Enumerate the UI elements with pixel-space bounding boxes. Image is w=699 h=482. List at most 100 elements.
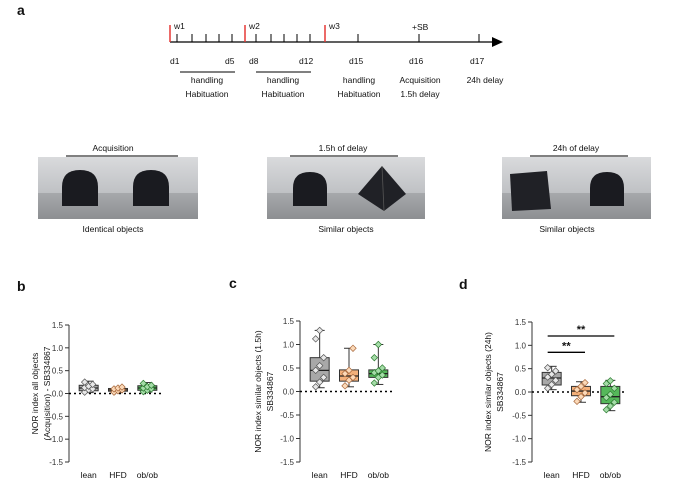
y-tick-label: -0.5: [49, 412, 63, 421]
data-point: [341, 382, 349, 390]
chart-d: 1.5 1.0 0.5 0.0 -0.5 -1.0 -1.5 NOR index simila…: [483, 318, 625, 480]
d17-label: 24h delay: [467, 75, 505, 85]
y-tick-label: 1.0: [283, 341, 295, 350]
dome-object: [62, 170, 98, 206]
data-point: [606, 402, 615, 410]
day-label-d12: d12: [299, 56, 313, 66]
y-tick-label: -1.0: [49, 435, 63, 444]
data-point: [581, 389, 589, 397]
data-point: [80, 378, 89, 386]
phase-3-bottom: Habituation: [337, 89, 380, 99]
timeline-arrowhead: [492, 37, 503, 47]
day-ticks: [176, 34, 480, 42]
phase-2-bottom: Habituation: [261, 89, 304, 99]
data-point: [349, 373, 357, 382]
y-tick-label: 1.5: [283, 317, 295, 326]
day-label-d1: d1: [170, 56, 180, 66]
phase-1-bottom: Habituation: [185, 89, 228, 99]
data-point: [551, 376, 560, 385]
x-category-label: HFD: [340, 470, 357, 480]
data-point: [341, 369, 349, 378]
photo-3: [502, 157, 651, 219]
data-point: [370, 379, 379, 387]
data-point: [547, 380, 556, 389]
x-category-label: ob/ob: [368, 470, 390, 480]
data-point: [606, 390, 615, 399]
phase-3-top: handling: [343, 75, 375, 85]
data-point: [315, 326, 324, 335]
x-category-label: lean: [312, 470, 328, 480]
significance-label: **: [562, 340, 571, 352]
data-point: [311, 366, 320, 375]
dome-object: [133, 170, 169, 206]
photo-2-caption: Similar objects: [318, 224, 373, 234]
photo-2-title: 1.5h of delay: [319, 143, 368, 153]
data-point: [319, 373, 328, 382]
data-point: [147, 381, 156, 389]
y-axis-label-line2: (Acquisition) - SB334867: [42, 346, 52, 440]
data-point: [139, 379, 148, 388]
dome-object: [590, 172, 624, 206]
data-point: [315, 361, 324, 370]
photo-1-title: Acquisition: [92, 143, 133, 153]
photo-2-wall: [267, 157, 425, 193]
data-point: [378, 371, 387, 379]
photo-3-caption: Similar objects: [539, 224, 594, 234]
panel-d-label: d: [459, 276, 468, 292]
data-point: [602, 393, 611, 402]
week-label-w1: w1: [173, 21, 185, 31]
chart-b: 1.5 1.0 0.5 0.0 -0.5 -1.0 -1.5 NOR index all ob…: [30, 321, 162, 480]
y-axis-label-line2: SB334867: [265, 371, 275, 411]
x-category-label: HFD: [109, 470, 126, 480]
y-tick-label: -1.0: [512, 435, 526, 444]
panel-b-label: b: [17, 278, 26, 294]
y-tick-label: -1.5: [49, 458, 63, 467]
data-point: [88, 380, 97, 389]
y-tick-label: 1.0: [52, 344, 64, 353]
photo-1-caption: Identical objects: [83, 224, 144, 234]
x-category-label: HFD: [572, 470, 589, 480]
phase-1-top: handling: [191, 75, 223, 85]
y-axis-label: NOR index all objects: [30, 353, 40, 435]
y-axis-label-line2: SB334867: [495, 372, 505, 412]
data-point: [573, 397, 581, 406]
phase-2-top: handling: [267, 75, 299, 85]
significance-label: **: [577, 324, 586, 336]
data-point: [606, 377, 615, 385]
y-tick-label: 0.5: [515, 365, 527, 374]
y-tick-label: -0.5: [512, 411, 526, 420]
chart-c: 1.5 1.0 0.5 0.0 -0.5 -1.0 -1.5 NOR index simila…: [253, 317, 393, 480]
x-category-label: lean: [544, 470, 560, 480]
y-tick-label: -1.0: [280, 435, 294, 444]
y-tick-label: 0.0: [515, 388, 527, 397]
day-label-d16: d16: [409, 56, 423, 66]
y-tick-label: 0.5: [283, 364, 295, 373]
photo-1: [38, 157, 198, 219]
day-label-d15: d15: [349, 56, 363, 66]
data-point: [573, 385, 581, 394]
y-axis-label: NOR index similar objects (24h): [483, 332, 493, 452]
y-tick-label: 0.0: [283, 388, 295, 397]
timeline: w1 w2 w3 +SB d1 d5 d8 d12 d15 d16 d17: [169, 21, 505, 99]
data-point: [374, 340, 383, 349]
data-point: [610, 384, 619, 392]
x-category-label: lean: [81, 470, 97, 480]
data-point: [319, 353, 328, 362]
y-axis-label: NOR index similar objects (1.5h): [253, 330, 263, 453]
x-category-label: ob/ob: [600, 470, 622, 480]
y-tick-label: 0.0: [52, 390, 64, 399]
y-tick-label: 0.5: [52, 367, 64, 376]
y-tick-label: 1.0: [515, 341, 527, 350]
data-point: [547, 370, 556, 378]
data-point: [311, 335, 320, 343]
day-label-d8: d8: [249, 56, 259, 66]
panel-c-label: c: [229, 275, 237, 291]
day-label-d17: d17: [470, 56, 484, 66]
data-point: [610, 398, 619, 406]
data-point: [315, 378, 324, 386]
y-tick-label: -0.5: [280, 411, 294, 420]
sb-label: +SB: [412, 22, 429, 32]
cube-object: [510, 171, 551, 211]
week-label-w2: w2: [248, 21, 260, 31]
